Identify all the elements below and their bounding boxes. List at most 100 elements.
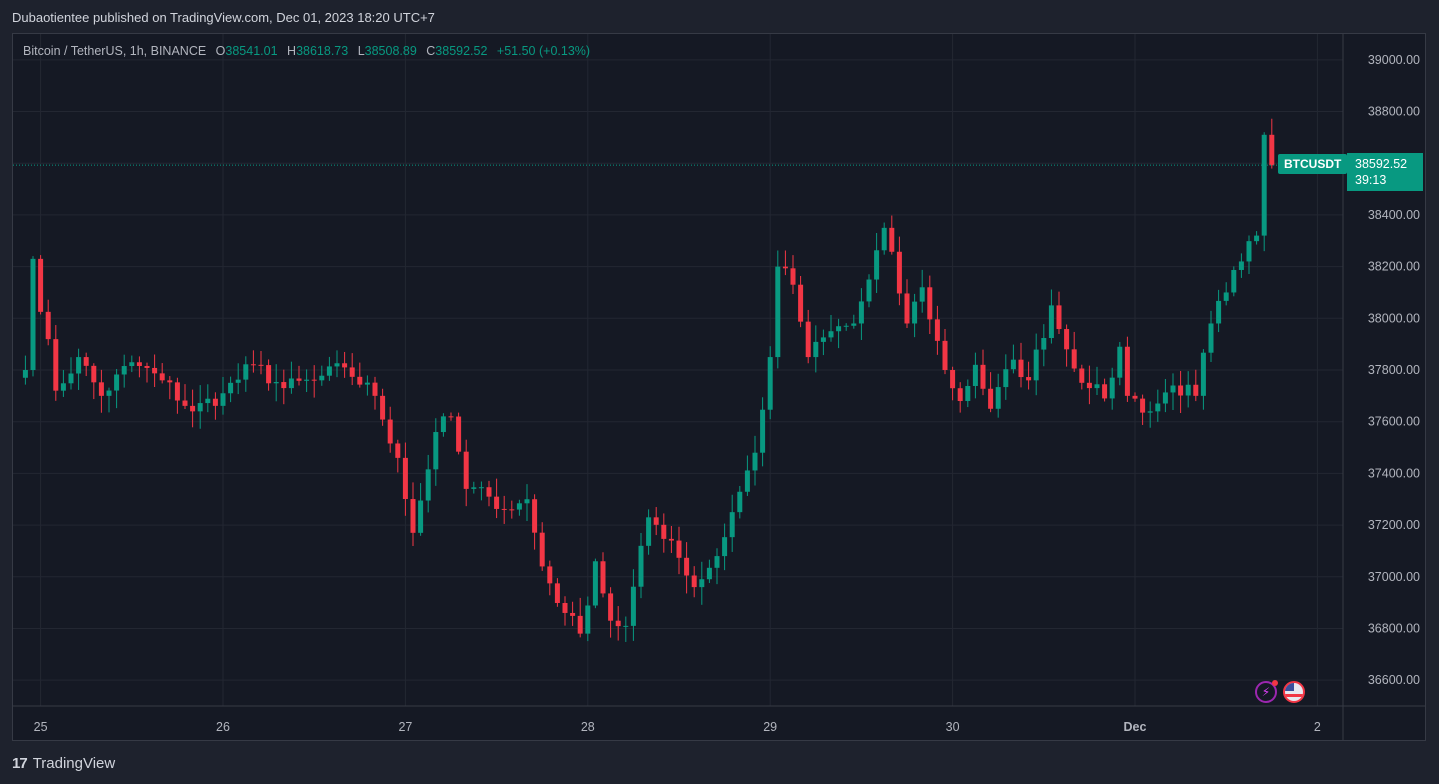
candle-body xyxy=(1003,369,1009,388)
candle-body xyxy=(440,416,446,433)
event-icons: ⚡ xyxy=(1255,680,1305,703)
candle-body xyxy=(1064,329,1070,350)
candle-body xyxy=(813,341,819,358)
candle-body xyxy=(494,496,500,509)
candle-body xyxy=(532,499,538,533)
y-tick-label: 37600.00 xyxy=(1368,415,1420,429)
candle-body xyxy=(1208,323,1214,353)
candle-body xyxy=(775,266,781,358)
candle-body xyxy=(1048,305,1054,339)
candle-body xyxy=(250,364,256,366)
candle-body xyxy=(805,321,811,358)
candle-body xyxy=(767,357,773,410)
candle-body xyxy=(934,319,940,341)
candle-body xyxy=(653,517,659,525)
candle-body xyxy=(782,266,788,269)
y-tick-label: 38400.00 xyxy=(1368,208,1420,222)
low-value: 38508.89 xyxy=(364,44,417,58)
candle-body xyxy=(235,379,241,383)
y-tick-label: 38200.00 xyxy=(1368,260,1420,274)
candle-body xyxy=(91,365,97,383)
candle-body xyxy=(228,382,234,394)
candle-body xyxy=(1026,377,1032,381)
candle-body xyxy=(699,579,705,588)
candle-body xyxy=(22,370,28,378)
candle-body xyxy=(296,378,302,381)
candle-body xyxy=(896,251,902,294)
candle-body xyxy=(197,403,203,412)
candle-body xyxy=(1010,359,1016,370)
candle-body xyxy=(1200,352,1206,396)
candle-body xyxy=(858,301,864,324)
footer-brand[interactable]: 17 TradingView xyxy=(12,755,115,772)
candle-body xyxy=(623,625,629,627)
candle-body xyxy=(1018,359,1024,378)
candle-body xyxy=(706,567,712,580)
candle-body xyxy=(342,363,348,368)
symbol-label[interactable]: Bitcoin / TetherUS, 1h, BINANCE xyxy=(23,44,207,58)
candle-body xyxy=(1223,292,1229,301)
candle-body xyxy=(266,365,272,384)
open-label: O xyxy=(215,44,226,58)
y-tick-label: 36600.00 xyxy=(1368,673,1420,687)
change-value: +51.50 (+0.13%) xyxy=(496,44,591,58)
candle-body xyxy=(106,390,112,396)
close-label: C xyxy=(426,44,436,58)
candle-body xyxy=(372,382,378,396)
candle-body xyxy=(570,612,576,616)
candle-body xyxy=(281,382,287,389)
candle-body xyxy=(965,385,971,402)
candle-body xyxy=(478,487,484,489)
candle-body xyxy=(539,532,545,567)
candle-body xyxy=(638,545,644,587)
candle-body xyxy=(38,258,44,312)
high-label: H xyxy=(287,44,297,58)
candle-body xyxy=(562,603,568,613)
tradingview-logo-icon: 17 xyxy=(12,755,28,772)
candle-body xyxy=(205,398,211,404)
candle-body xyxy=(98,382,104,396)
candle-body xyxy=(159,373,165,381)
candle-body xyxy=(1185,384,1191,396)
last-price-value: 38592.52 xyxy=(1355,157,1408,171)
candle-body xyxy=(357,376,363,385)
candle-body xyxy=(1162,392,1168,404)
candle-body xyxy=(585,605,591,634)
candle-body xyxy=(950,370,956,389)
candlestick-chart[interactable]: 39000.0038800.0038600.0038400.0038200.00… xyxy=(13,34,1426,741)
candle-body xyxy=(1178,385,1184,396)
candle-body xyxy=(1117,346,1123,378)
candle-body xyxy=(1124,346,1130,396)
y-tick-label: 38800.00 xyxy=(1368,105,1420,119)
candle-body xyxy=(121,366,127,375)
candle-body xyxy=(828,331,834,338)
candle-body xyxy=(167,380,173,383)
brand-name: TradingView xyxy=(32,755,116,772)
candle-body xyxy=(752,452,758,471)
candle-body xyxy=(1269,134,1275,166)
low-label: L xyxy=(357,44,365,58)
x-tick-label: 27 xyxy=(398,720,412,734)
candle-body xyxy=(471,487,477,489)
candle-body xyxy=(463,451,469,489)
candle-body xyxy=(448,416,454,418)
chart-frame[interactable]: 39000.0038800.0038600.0038400.0038200.00… xyxy=(12,33,1426,741)
last-price-tag: 38592.52 39:13 xyxy=(1347,153,1423,191)
candle-body xyxy=(129,362,135,367)
candle-body xyxy=(144,365,150,368)
candle-body xyxy=(615,620,621,627)
candle-body xyxy=(912,301,918,324)
candle-body xyxy=(410,499,416,533)
candle-body xyxy=(889,227,895,252)
us-flag-icon[interactable] xyxy=(1283,681,1305,703)
candle-body xyxy=(114,374,120,391)
bolt-icon[interactable]: ⚡ xyxy=(1255,680,1278,703)
candle-body xyxy=(220,393,226,406)
candle-body xyxy=(980,364,986,389)
candle-body xyxy=(851,323,857,326)
candle-body xyxy=(843,325,849,327)
candle-body xyxy=(30,258,36,370)
candle-body xyxy=(1109,377,1115,399)
candle-body xyxy=(334,363,340,367)
x-tick-label: 26 xyxy=(216,720,230,734)
